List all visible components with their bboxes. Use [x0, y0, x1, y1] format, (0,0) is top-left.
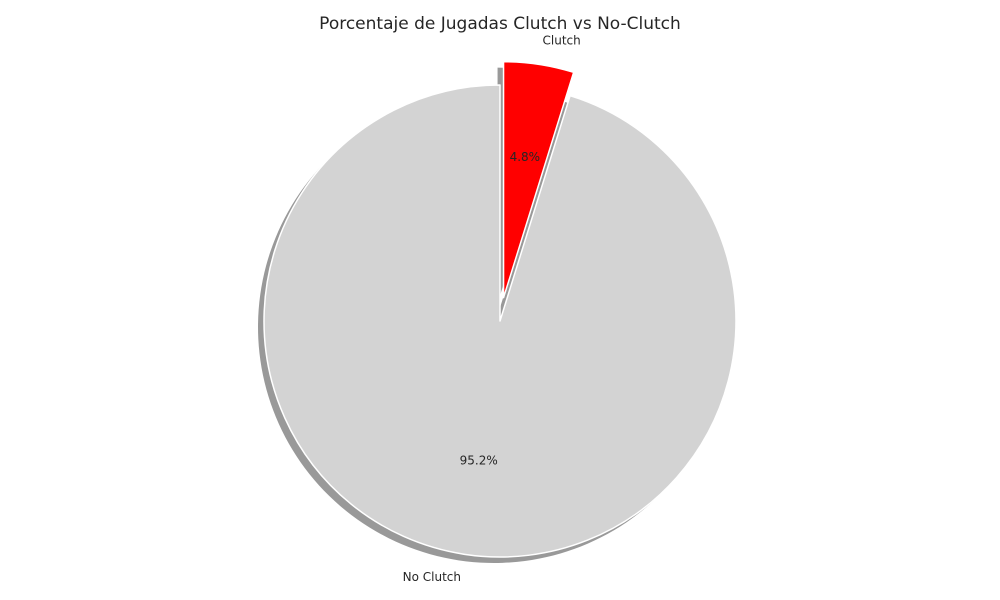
pie-label-layer: Clutch 4.8% No Clutch 95.2% [403, 34, 581, 585]
slice-clutch [502, 60, 575, 299]
slice-pct-clutch: 4.8% [510, 150, 541, 164]
slice-no-clutch [263, 84, 737, 558]
slice-pct-no-clutch: 95.2% [460, 453, 498, 467]
pie-slice-layer [263, 60, 737, 558]
chart-title: Porcentaje de Jugadas Clutch vs No-Clutc… [319, 14, 681, 34]
slice-label-clutch: Clutch [543, 34, 581, 48]
slice-label-no-clutch: No Clutch [403, 570, 461, 584]
